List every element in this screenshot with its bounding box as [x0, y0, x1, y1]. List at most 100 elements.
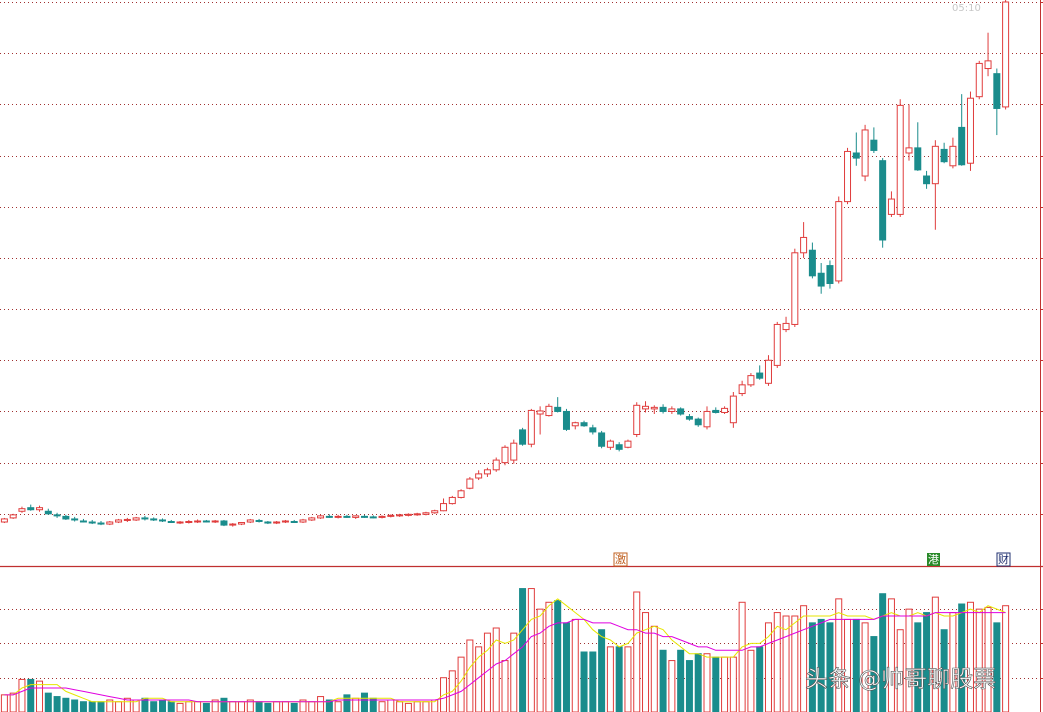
candle-body — [747, 375, 755, 386]
candle-body — [360, 515, 368, 518]
volume-bar — [984, 606, 992, 712]
volume-bar — [554, 600, 562, 712]
candle-body — [132, 517, 140, 521]
volume-bar — [167, 701, 175, 712]
candle-body — [378, 515, 386, 518]
candle-body — [115, 519, 123, 523]
volume-bar — [9, 692, 17, 712]
candle-body — [185, 520, 193, 523]
candle-body — [659, 406, 667, 412]
event-marker-label: 财 — [998, 552, 1009, 566]
candle-body — [738, 384, 746, 395]
candle-body — [290, 520, 298, 523]
volume-bar — [246, 699, 254, 712]
volume-bar — [79, 701, 87, 712]
candle-body — [870, 139, 878, 151]
candle-body — [694, 418, 702, 426]
volume-bar — [211, 699, 219, 712]
volume-bar — [62, 697, 70, 712]
volume-bar — [457, 656, 465, 712]
event-marker-label: 激 — [615, 552, 626, 566]
candle-body — [79, 520, 87, 523]
candle-body — [334, 515, 342, 518]
volume-bar — [642, 612, 650, 712]
volume-bar — [694, 653, 702, 712]
candle-body — [914, 147, 922, 171]
volume-bar — [396, 701, 404, 712]
volume-bar — [738, 601, 746, 712]
candle-body — [97, 522, 105, 525]
candle-body — [62, 515, 70, 520]
volume-bar — [299, 699, 307, 712]
volume-bar — [747, 649, 755, 712]
candle-body — [993, 73, 1001, 109]
candle-body — [466, 478, 474, 489]
candle-body — [299, 519, 307, 523]
volume-bar — [659, 649, 667, 712]
candle-body — [729, 395, 737, 424]
candle-body — [308, 517, 316, 521]
candle-body — [589, 427, 597, 433]
volume-bar — [27, 678, 35, 712]
candle-body — [580, 422, 588, 427]
candle-body — [879, 160, 887, 241]
candle-body — [53, 514, 61, 517]
candle-body — [492, 459, 500, 471]
candle-body — [457, 490, 465, 498]
candle-body — [106, 521, 114, 525]
volume-bar — [220, 697, 228, 712]
volume-bar — [18, 678, 26, 712]
candle-body — [369, 516, 377, 519]
candle-body — [984, 60, 992, 70]
candle-body — [633, 404, 641, 435]
candle-body — [510, 442, 518, 461]
candle-body — [923, 175, 931, 185]
candle-body — [642, 405, 650, 410]
candle-body — [317, 515, 325, 519]
time-label: 05:10 — [952, 3, 981, 14]
candle-body — [387, 514, 395, 517]
volume-bar — [817, 618, 825, 712]
volume-bar — [782, 615, 790, 712]
candle-body — [703, 410, 711, 428]
candle-body — [896, 104, 904, 215]
volume-bar — [229, 701, 237, 712]
volume-bar — [44, 692, 52, 712]
candle-body — [519, 429, 527, 445]
candle-body — [800, 236, 808, 254]
candle-body — [246, 519, 254, 523]
volume-bar — [334, 701, 342, 712]
volume-bar — [940, 629, 948, 712]
candle-body — [685, 416, 693, 420]
volume-bar — [185, 701, 193, 712]
volume-bar — [71, 699, 79, 712]
volume-bar — [729, 656, 737, 712]
candle-body — [668, 408, 676, 412]
volume-bar — [527, 588, 535, 712]
candle-body — [141, 517, 149, 520]
candle-body — [958, 126, 966, 166]
candle-body — [431, 510, 439, 514]
candle-body — [27, 507, 35, 511]
volume-bar — [712, 656, 720, 712]
candle-body — [264, 521, 272, 524]
volume-bar — [545, 601, 553, 712]
volume-bar — [290, 702, 298, 712]
candle-body — [712, 409, 720, 413]
volume-bar — [624, 646, 632, 712]
volume-bar — [36, 680, 44, 712]
moving-average-line — [4, 612, 1006, 703]
candle-body — [598, 432, 606, 447]
volume-bar — [949, 612, 957, 712]
volume-bar — [598, 629, 606, 712]
candle-body — [773, 323, 781, 366]
candle-body — [615, 444, 623, 450]
candle-body — [571, 422, 579, 427]
candle-body — [624, 440, 632, 448]
volume-bar — [501, 660, 509, 712]
candle-body — [808, 249, 816, 277]
volume-bar — [633, 591, 641, 712]
volume-bar — [360, 692, 368, 712]
